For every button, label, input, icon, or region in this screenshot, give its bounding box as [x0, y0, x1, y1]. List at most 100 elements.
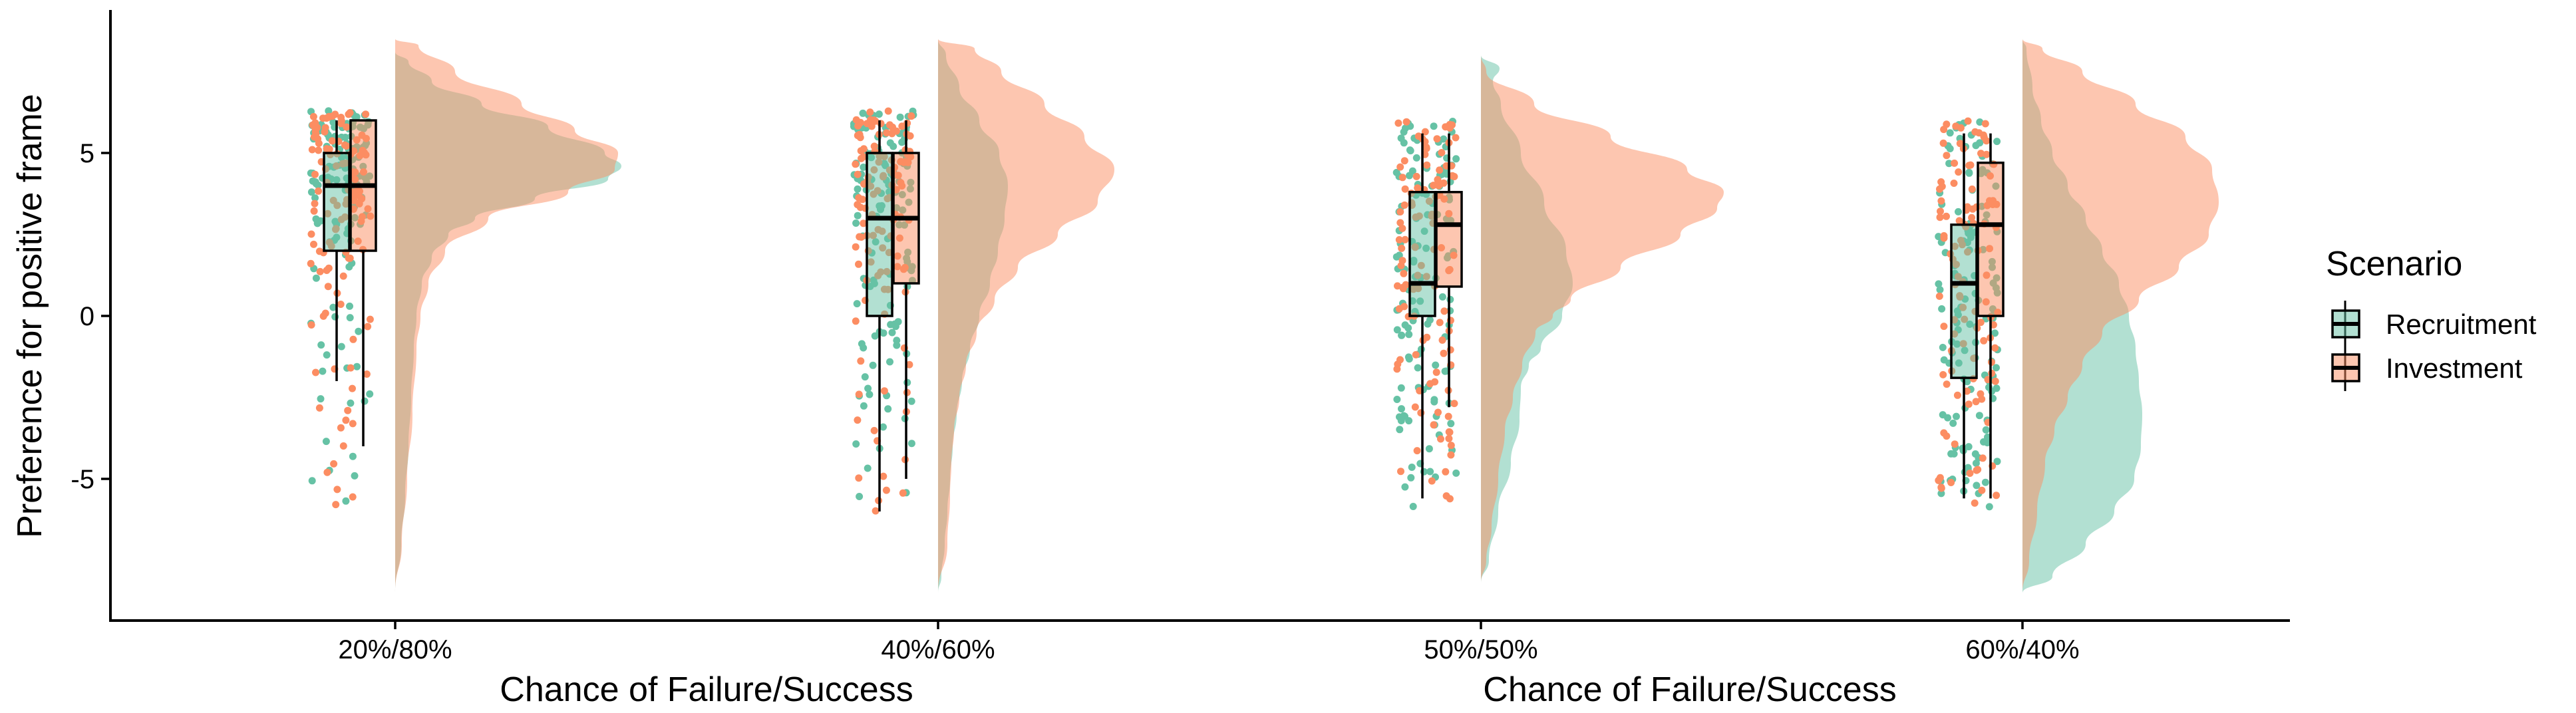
x-tick-label: 60%/40% [1965, 635, 2079, 664]
recruitment-point [1452, 469, 1460, 477]
recruitment-point [1985, 503, 1993, 511]
recruitment-point [1937, 490, 1945, 498]
investment-point [1936, 214, 1944, 221]
investment-point [347, 364, 355, 372]
investment-point [1991, 344, 1999, 352]
investment-density [1481, 55, 1724, 583]
investment-point [345, 110, 353, 118]
recruitment-point [1432, 361, 1440, 369]
investment-point [854, 170, 862, 178]
investment-boxplot [892, 120, 920, 479]
recruitment-point [852, 440, 860, 448]
recruitment-point [856, 493, 864, 500]
investment-point [1400, 303, 1408, 311]
investment-point [311, 124, 319, 131]
recruitment-point [345, 263, 353, 271]
investment-point [892, 127, 900, 135]
investment-point [1401, 185, 1409, 193]
recruitment-point [1975, 412, 1983, 420]
recruitment-point [1993, 364, 2000, 372]
investment-point [1943, 212, 1950, 220]
investment-point [852, 317, 860, 325]
investment-point [857, 147, 865, 155]
investment-point [1980, 337, 1988, 345]
investment-point [1442, 468, 1450, 476]
investment-point [1447, 442, 1455, 450]
investment-point [884, 107, 892, 115]
investment-point [872, 117, 880, 125]
recruitment-point [355, 327, 363, 335]
recruitment-point [907, 397, 915, 405]
investment-point [1965, 162, 1973, 170]
legend-label: Investment [2386, 353, 2523, 384]
recruitment-box [323, 152, 351, 252]
recruitment-point [312, 274, 320, 282]
investment-point [1437, 435, 1444, 443]
recruitment-point [1426, 468, 1434, 476]
investment-point [868, 122, 876, 130]
investment-point [1937, 208, 1944, 215]
investment-point [311, 170, 319, 178]
recruitment-point [896, 113, 904, 121]
investment-point [1966, 470, 1974, 477]
recruitment-point [1425, 445, 1433, 453]
y-axis-title: Preference for positive frame [11, 94, 49, 538]
recruitment-point [859, 109, 867, 117]
investment-point [882, 486, 890, 494]
recruitment-point [317, 341, 325, 349]
density-clouds [395, 39, 621, 593]
investment-point [1402, 281, 1410, 289]
y-tick-label: 0 [80, 302, 94, 331]
recruitment-point [1400, 412, 1408, 420]
investment-point [1971, 499, 1979, 507]
investment-point [349, 493, 357, 501]
investment-box [1977, 161, 2005, 317]
recruitment-point [347, 399, 355, 407]
legend: Scenario Recruitment Investment [2326, 245, 2537, 391]
recruitment-point [311, 194, 319, 202]
investment-point [1991, 377, 1999, 385]
investment-point [328, 137, 336, 145]
recruitment-point [1397, 384, 1405, 392]
recruitment-point [1938, 305, 1946, 313]
recruitment-point [886, 358, 893, 366]
x-axis-title: Chance of Failure/Success [500, 670, 913, 709]
investment-point [314, 135, 322, 143]
investment-point [1432, 368, 1440, 376]
investment-point [1434, 182, 1442, 190]
recruitment-point [1405, 355, 1413, 363]
investment-point [1955, 217, 1963, 225]
recruitment-point [1440, 135, 1448, 143]
y-tick-label: -5 [71, 465, 94, 494]
investment-point [1397, 468, 1404, 476]
investment-point [319, 114, 327, 122]
investment-point [1400, 157, 1408, 165]
investment-point [1937, 197, 1945, 205]
recruitment-point [1401, 321, 1409, 329]
investment-point [1396, 163, 1404, 171]
investment-point [1972, 398, 1980, 406]
investment-point [315, 404, 323, 412]
recruitment-point [1953, 412, 1960, 420]
investment-point [1411, 403, 1419, 411]
recruitment-point [319, 367, 327, 375]
investment-point [857, 357, 865, 365]
investment-point [860, 153, 868, 161]
legend-title: Scenario [2326, 245, 2462, 283]
investment-point [1414, 184, 1422, 192]
investment-point [852, 243, 860, 251]
investment-point [905, 360, 913, 368]
investment-point [872, 507, 880, 515]
recruitment-point [1406, 146, 1414, 154]
investment-point [852, 160, 860, 168]
recruitment-point [1407, 474, 1415, 482]
investment-point [1446, 428, 1454, 436]
investment-point [1968, 185, 1976, 193]
investment-point [1434, 176, 1442, 184]
investment-point [1983, 137, 1991, 145]
recruitment-point [1430, 396, 1438, 404]
recruitment-point [1944, 414, 1951, 422]
category-group-1 [307, 39, 621, 593]
recruitment-point [366, 390, 374, 398]
